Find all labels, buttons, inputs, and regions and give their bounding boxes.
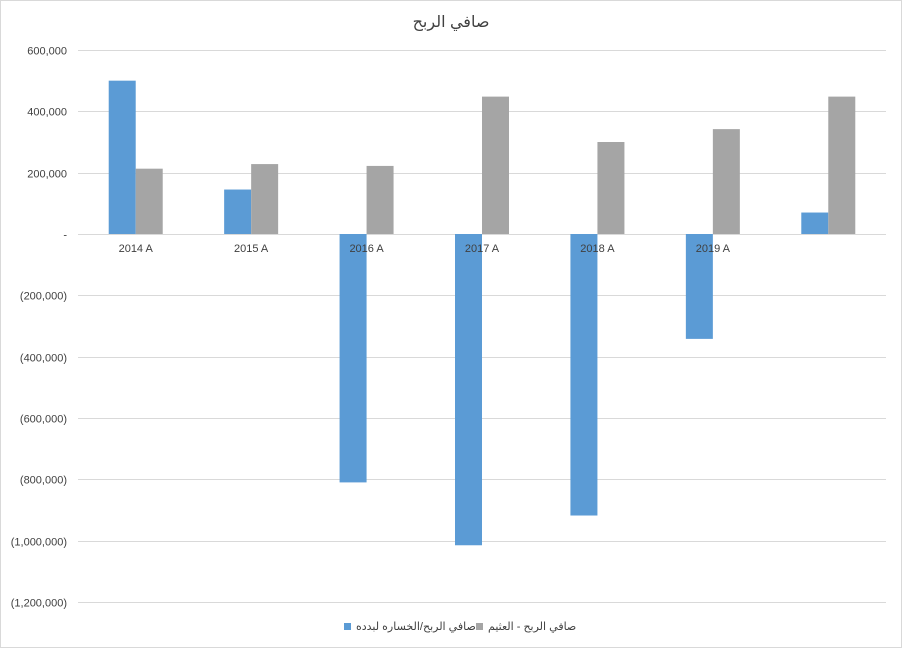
y-tick-label: - (63, 230, 67, 242)
y-tick-label: (800,000) (20, 475, 67, 487)
category-label: 2016 A (349, 243, 384, 255)
bar (801, 212, 829, 234)
category-labels: 2014 A 2015 A 2016 A 2017 A 2018 A 2019 A (119, 243, 731, 255)
bar (135, 168, 163, 234)
y-tick-label: (1,000,000) (11, 537, 67, 549)
category-label: 2017 A (465, 243, 500, 255)
bar (455, 234, 482, 546)
bar (570, 234, 598, 516)
y-tick-label: (200,000) (20, 291, 67, 303)
category-label: 2015 A (234, 243, 269, 255)
legend-swatch (344, 623, 351, 630)
y-tick-label: 600,000 (27, 46, 67, 58)
category-label: 2018 A (580, 243, 615, 255)
bar (597, 142, 625, 234)
bars (108, 80, 856, 546)
legend: صافي الربح/الخساره لبدده صافي الربح - الع… (344, 621, 576, 633)
category-label: 2019 A (696, 243, 731, 255)
y-tick-label: (600,000) (20, 414, 67, 426)
bar (224, 189, 252, 234)
bar (251, 164, 279, 234)
chart-title: صافي الربح (413, 14, 490, 32)
bar (685, 234, 713, 339)
legend-label: صافي الربح - العثيم (488, 621, 576, 633)
y-tick-label: (400,000) (20, 353, 67, 365)
y-tick-label: 400,000 (27, 107, 67, 119)
y-tick-label: 200,000 (27, 169, 67, 181)
bar (712, 129, 740, 234)
bar (828, 96, 856, 234)
category-label: 2014 A (119, 243, 154, 255)
bar (339, 234, 367, 483)
bar (366, 165, 394, 234)
legend-label: صافي الربح/الخساره لبدده (356, 621, 476, 633)
bar (108, 80, 136, 235)
bar (482, 96, 509, 234)
y-tick-label: (1,200,000) (11, 598, 67, 610)
y-axis-tick-labels: 600,000 400,000 200,000 - (200,000) (400,000)… (11, 46, 68, 610)
legend-swatch (476, 623, 483, 630)
